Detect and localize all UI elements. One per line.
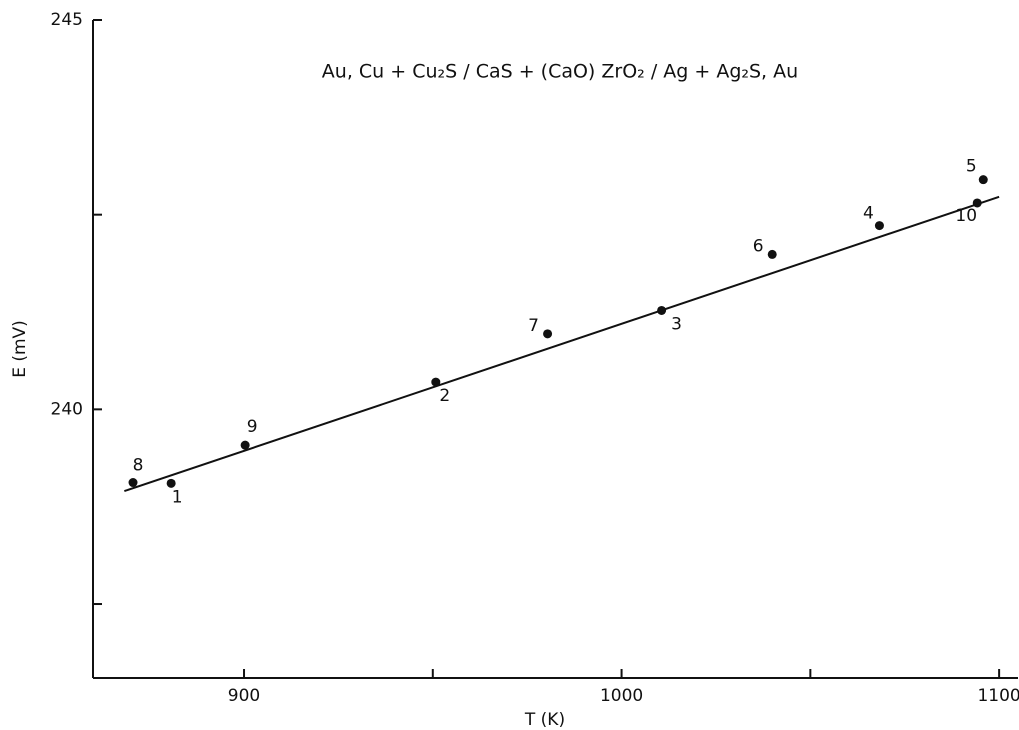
point-label: 8 [133,456,144,476]
data-point [431,377,441,387]
point-label: 10 [955,206,977,226]
point-label: 6 [753,236,764,256]
point-label: 7 [528,316,539,336]
y-axis-label: E (mV) [10,320,30,378]
data-point [657,305,667,315]
point-label: 9 [247,417,258,437]
x-tick-label: 1100 [977,686,1019,706]
data-point [128,478,138,488]
point-label: 2 [439,386,450,406]
point-label: 4 [863,204,874,224]
x-tick-label: 900 [228,686,260,706]
annotation: Au, Cu + Cu₂S / CaS + (CaO) ZrO₂ / Ag + … [322,61,798,83]
point-label: 1 [172,487,183,507]
data-point [978,175,988,185]
x-axis-label: T (K) [524,710,565,730]
data-point [972,198,982,208]
point-label: 3 [671,314,682,334]
y-tick-label: 245 [51,10,83,30]
x-tick-label: 1000 [600,686,643,706]
data-point [543,329,553,339]
y-tick-label: 240 [51,399,83,419]
fit-line [124,195,1000,493]
data-point [240,440,250,450]
point-label: 5 [966,157,977,177]
data-point [767,249,777,259]
data-point [874,221,884,231]
data-point [166,478,176,488]
